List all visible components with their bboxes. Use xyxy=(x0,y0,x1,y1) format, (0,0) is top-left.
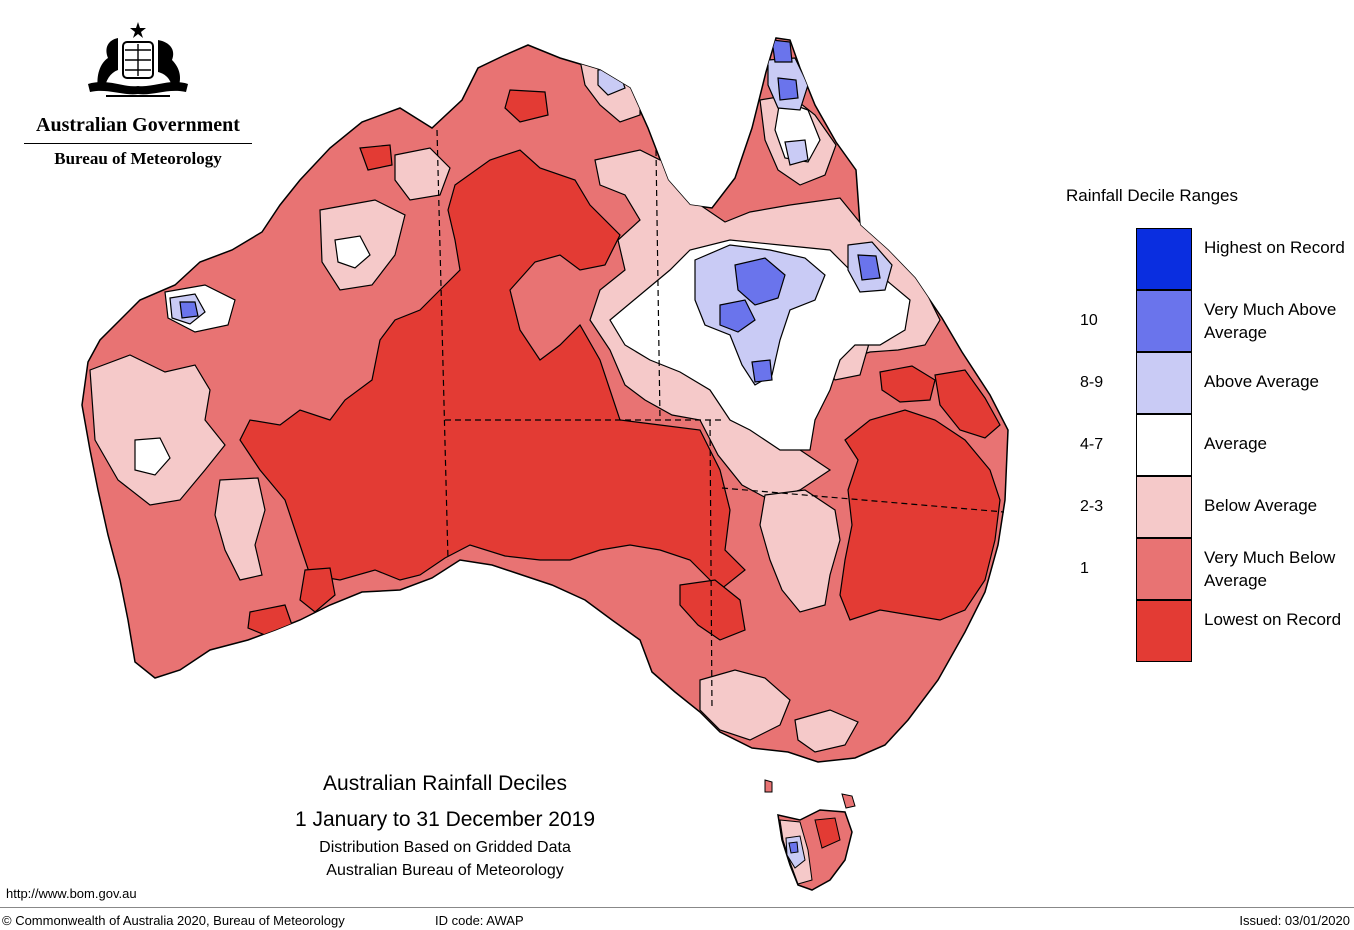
region-very-much-above-average xyxy=(179,301,199,319)
region-below-average xyxy=(214,477,266,581)
government-logo-block: Australian Government Bureau of Meteorol… xyxy=(20,18,256,169)
legend-label: Very Much Below Average xyxy=(1204,548,1336,590)
header-divider xyxy=(24,143,252,144)
tasmania xyxy=(764,779,856,891)
region-lowest-on-record xyxy=(359,144,393,171)
region-very-much-above-average xyxy=(734,257,786,306)
legend-label: Very Much Above Average xyxy=(1204,300,1337,342)
region-lowest-on-record xyxy=(879,365,936,403)
legend-title: Rainfall Decile Ranges xyxy=(1066,186,1238,205)
region-very-much-above-average xyxy=(788,841,799,854)
map-distribution-note: Distribution Based on Gridded Data xyxy=(319,839,571,856)
region-lowest-on-record xyxy=(934,369,1001,439)
region-below-average xyxy=(89,354,226,506)
region-very-much-above-average xyxy=(771,39,793,63)
legend-range: 10 xyxy=(1080,312,1098,329)
map-period: 1 January to 31 December 2019 xyxy=(294,808,596,831)
footer-divider xyxy=(0,907,1354,908)
legend-item-average: 4-7 Average xyxy=(1070,414,1354,476)
legend-item-very-much-below: 1 Very Much Below Average xyxy=(1070,538,1354,600)
legend-range: 8-9 xyxy=(1080,374,1104,391)
region-lowest-on-record xyxy=(504,89,549,123)
legend-swatch xyxy=(1136,476,1192,538)
legend-swatch xyxy=(1136,600,1192,662)
region-lowest-on-record xyxy=(239,149,746,591)
region-very-much-above-average xyxy=(719,299,756,333)
region-very-much-above-average xyxy=(777,77,799,101)
issued-date: Issued: 03/01/2020 xyxy=(1239,913,1350,928)
region-below-average xyxy=(794,709,859,753)
region-very-much-above-average xyxy=(751,359,773,383)
website-link[interactable]: http://www.bom.gov.au xyxy=(6,886,137,901)
legend-item-highest: Highest on Record xyxy=(1070,228,1354,290)
region-average xyxy=(334,235,371,269)
copyright-notice: © Commonwealth of Australia 2020, Bureau… xyxy=(2,913,345,928)
map-title-block: Australian Rainfall Deciles 1 January to… xyxy=(250,772,640,880)
legend-item-lowest: Lowest on Record xyxy=(1070,600,1354,662)
region-below-average xyxy=(759,489,841,613)
region-average xyxy=(134,437,171,476)
legend-range: 1 xyxy=(1080,560,1089,577)
region-above-average xyxy=(694,244,826,386)
region-below-average xyxy=(699,669,791,741)
bureau-name: Bureau of Meteorology xyxy=(54,149,222,168)
region-lowest-on-record xyxy=(839,409,1001,621)
government-name: Australian Government xyxy=(36,114,240,136)
id-code: ID code: AWAP xyxy=(435,913,524,928)
legend-label: Above Average xyxy=(1204,372,1319,391)
state-borders xyxy=(436,129,1005,711)
map-source: Australian Bureau of Meteorology xyxy=(326,862,564,879)
legend-item-very-much-above: 10 Very Much Above Average xyxy=(1070,290,1354,352)
region-above-average xyxy=(784,139,809,166)
legend-range: 2-3 xyxy=(1080,498,1104,515)
legend-swatch xyxy=(1136,538,1192,600)
region-lowest-on-record xyxy=(299,567,336,613)
legend-swatch xyxy=(1136,414,1192,476)
region-very-much-above-average xyxy=(857,254,881,281)
legend-label: Average xyxy=(1204,434,1268,453)
region-below-average xyxy=(394,147,451,201)
legend-swatch xyxy=(1136,228,1192,290)
region-lowest-on-record xyxy=(814,817,841,849)
legend-swatch xyxy=(1136,352,1192,414)
legend-item-below: 2-3 Below Average xyxy=(1070,476,1354,538)
legend-range: 4-7 xyxy=(1080,436,1104,453)
region-lowest-on-record xyxy=(679,579,746,641)
coat-of-arms-icon xyxy=(88,22,188,97)
legend-label: Lowest on Record xyxy=(1204,610,1342,629)
legend-swatch xyxy=(1136,290,1192,352)
legend-item-above: 8-9 Above Average xyxy=(1070,352,1354,414)
legend-label: Below Average xyxy=(1204,496,1318,515)
map-title: Australian Rainfall Deciles xyxy=(323,772,567,795)
legend-label: Highest on Record xyxy=(1204,238,1345,257)
